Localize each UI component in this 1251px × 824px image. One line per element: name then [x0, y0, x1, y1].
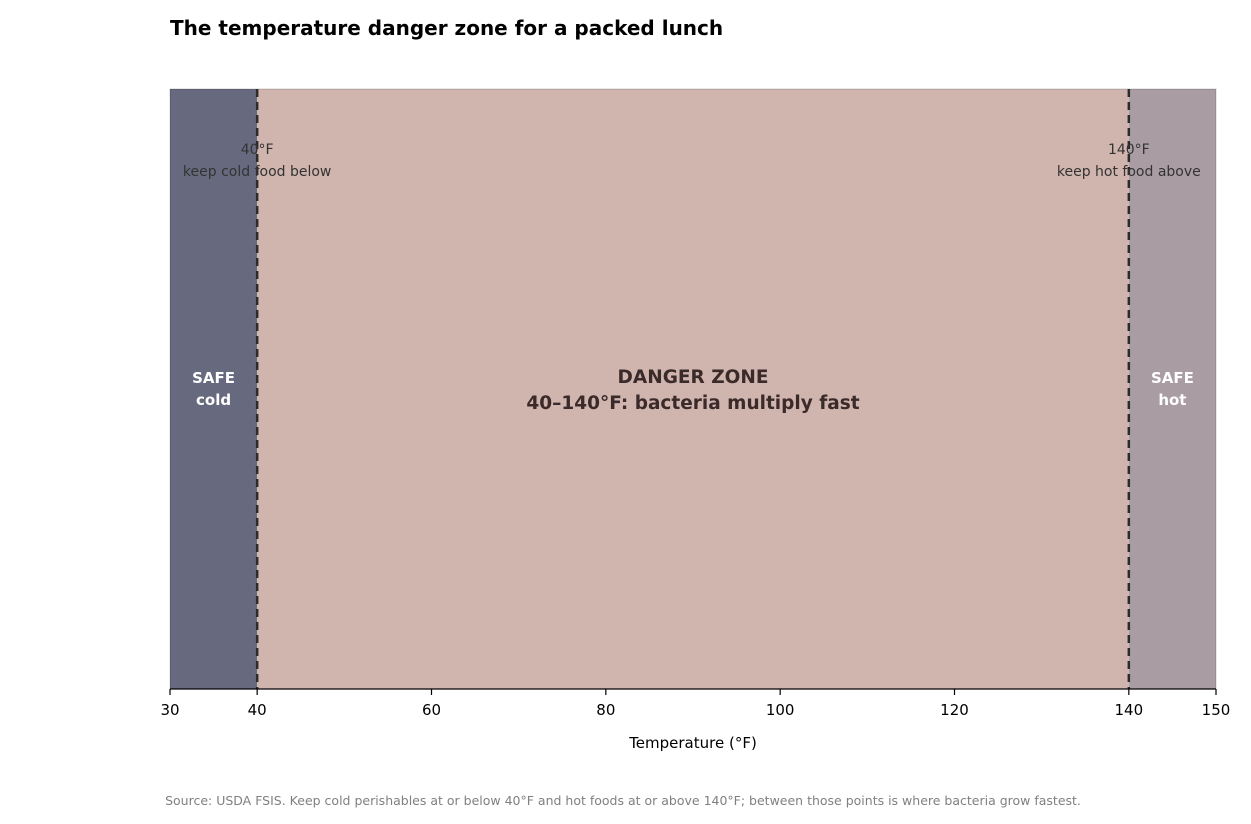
x-tick-label-100: 100 [766, 701, 795, 719]
zone-label-line: SAFE [1151, 369, 1194, 387]
x-tick-label-120: 120 [940, 701, 969, 719]
x-tick-label-80: 80 [596, 701, 615, 719]
zone-label-line: 40–140°F: bacteria multiply fast [526, 393, 859, 414]
threshold-label-line: keep cold food below [183, 164, 331, 180]
x-axis-title: Temperature (°F) [628, 734, 757, 752]
zone-label-0: SAFE cold [192, 369, 235, 409]
zone-label-line: hot [1158, 391, 1186, 409]
zone-label-2: SAFE hot [1151, 369, 1194, 409]
zone-label-line: SAFE [192, 369, 235, 387]
chart-title: The temperature danger zone for a packed… [170, 16, 723, 40]
threshold-label-line: keep hot food above [1057, 164, 1201, 180]
zone-label-line: DANGER ZONE [618, 367, 769, 388]
source-note: Source: USDA FSIS. Keep cold perishables… [165, 793, 1081, 808]
zone-safe-cold-0 [170, 89, 258, 689]
zones-layer: SAFE cold DANGER ZONE 40–140°F: bacteria mu… [169, 88, 1217, 690]
threshold-label-40: 40°F keep cold food below [183, 142, 331, 180]
x-tick-label-30: 30 [160, 701, 179, 719]
x-tick-label-40: 40 [248, 701, 267, 719]
zone-safe-hot-2 [1128, 89, 1216, 689]
zone-label-1: DANGER ZONE 40–140°F: bacteria multiply f… [526, 367, 859, 414]
x-tick-label-150: 150 [1202, 701, 1231, 719]
threshold-label-line: 40°F [241, 142, 274, 158]
zone-danger-zone-40-140-f-bacteria-multiply-fast-1 [257, 89, 1129, 689]
x-tick-label-60: 60 [422, 701, 441, 719]
x-tick-label-140: 140 [1115, 701, 1144, 719]
zone-label-line: cold [196, 391, 231, 409]
threshold-label-140: 140°F keep hot food above [1057, 142, 1201, 180]
threshold-label-line: 140°F [1108, 142, 1150, 158]
x-axis: 30 40 60 80 100 120 140 150 [160, 688, 1231, 719]
thresholds-layer: 40°F keep cold food below 140°F keep hot fo… [183, 89, 1201, 689]
